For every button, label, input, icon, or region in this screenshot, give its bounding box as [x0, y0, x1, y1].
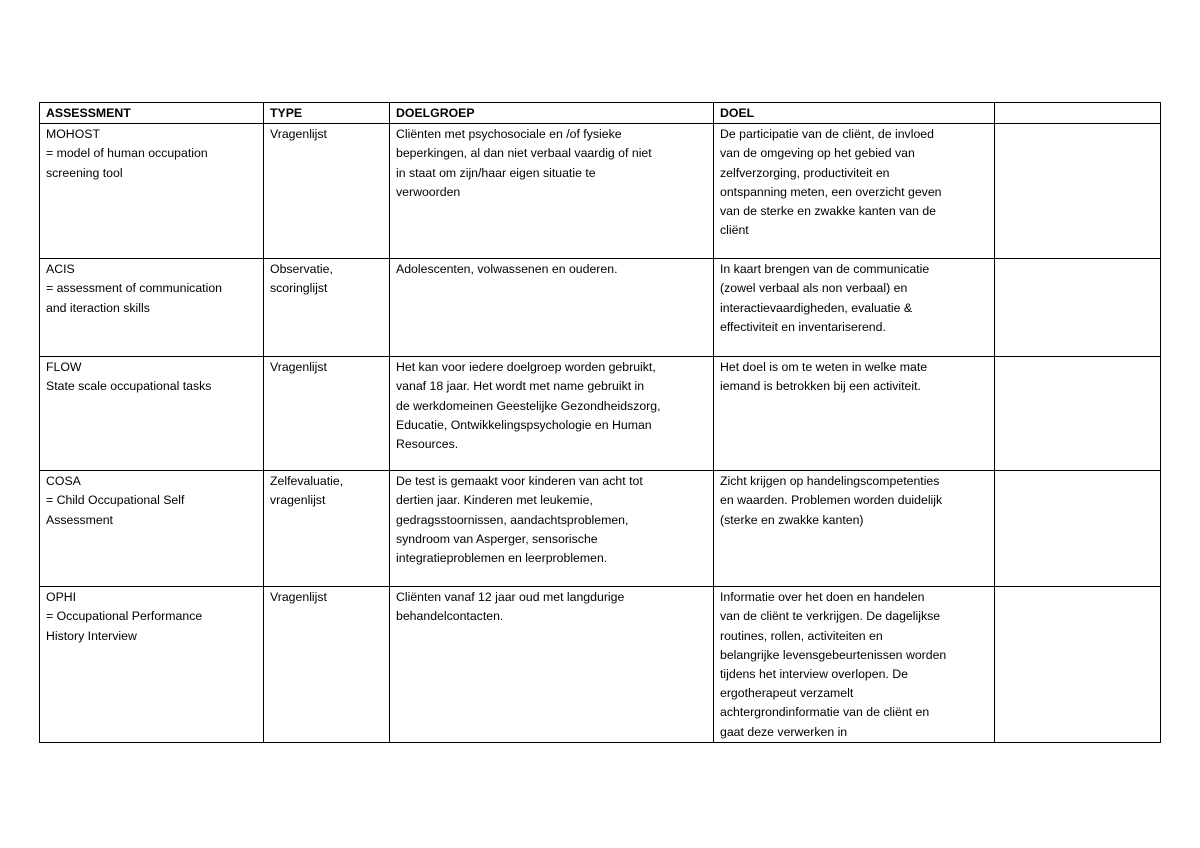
- cell-assessment: FLOW State scale occupational tasks: [39, 356, 264, 472]
- cell-type: Observatie, scoringlijst: [263, 258, 390, 358]
- cell-extra: [994, 356, 1161, 472]
- cell-assessment: ACIS = assessment of communication and i…: [39, 258, 264, 358]
- cell-doel: In kaart brengen van de communicatie (zo…: [713, 258, 995, 358]
- cell-type: Vragenlijst: [263, 586, 390, 743]
- cell-doel: Zicht krijgen op handelingscompetenties …: [713, 470, 995, 588]
- header-doelgroep: DOELGROEP: [389, 101, 714, 125]
- header-doel: DOEL: [713, 101, 995, 125]
- cell-doelgroep: Cliënten met psychosociale en /of fysiek…: [389, 123, 714, 260]
- table-row: OPHI = Occupational Performance History …: [39, 586, 1161, 743]
- cell-doelgroep: Adolescenten, volwassenen en ouderen.: [389, 258, 714, 358]
- table-row: MOHOST = model of human occupation scree…: [39, 123, 1161, 260]
- table-row: COSA = Child Occupational Self Assessmen…: [39, 470, 1161, 588]
- table-row: ACIS = assessment of communication and i…: [39, 258, 1161, 358]
- cell-assessment: OPHI = Occupational Performance History …: [39, 586, 264, 743]
- assessment-table: ASSESSMENT TYPE DOELGROEP DOEL MOHOST = …: [39, 101, 1161, 743]
- cell-type: Zelfevaluatie, vragenlijst: [263, 470, 390, 588]
- cell-doel: Informatie over het doen en handelen van…: [713, 586, 995, 743]
- cell-extra: [994, 258, 1161, 358]
- cell-extra: [994, 586, 1161, 743]
- header-row: ASSESSMENT TYPE DOELGROEP DOEL: [39, 101, 1161, 125]
- cell-extra: [994, 470, 1161, 588]
- header-assessment: ASSESSMENT: [39, 101, 264, 125]
- header-type: TYPE: [263, 101, 390, 125]
- cell-doel: De participatie van de cliënt, de invloe…: [713, 123, 995, 260]
- cell-doelgroep: Cliënten vanaf 12 jaar oud met langdurig…: [389, 586, 714, 743]
- cell-doelgroep: Het kan voor iedere doelgroep worden geb…: [389, 356, 714, 472]
- cell-type: Vragenlijst: [263, 123, 390, 260]
- header-empty: [994, 101, 1161, 125]
- cell-assessment: COSA = Child Occupational Self Assessmen…: [39, 470, 264, 588]
- cell-doel: Het doel is om te weten in welke mate ie…: [713, 356, 995, 472]
- cell-extra: [994, 123, 1161, 260]
- cell-type: Vragenlijst: [263, 356, 390, 472]
- cell-assessment: MOHOST = model of human occupation scree…: [39, 123, 264, 260]
- cell-doelgroep: De test is gemaakt voor kinderen van ach…: [389, 470, 714, 588]
- table-row: FLOW State scale occupational tasks Vrag…: [39, 356, 1161, 472]
